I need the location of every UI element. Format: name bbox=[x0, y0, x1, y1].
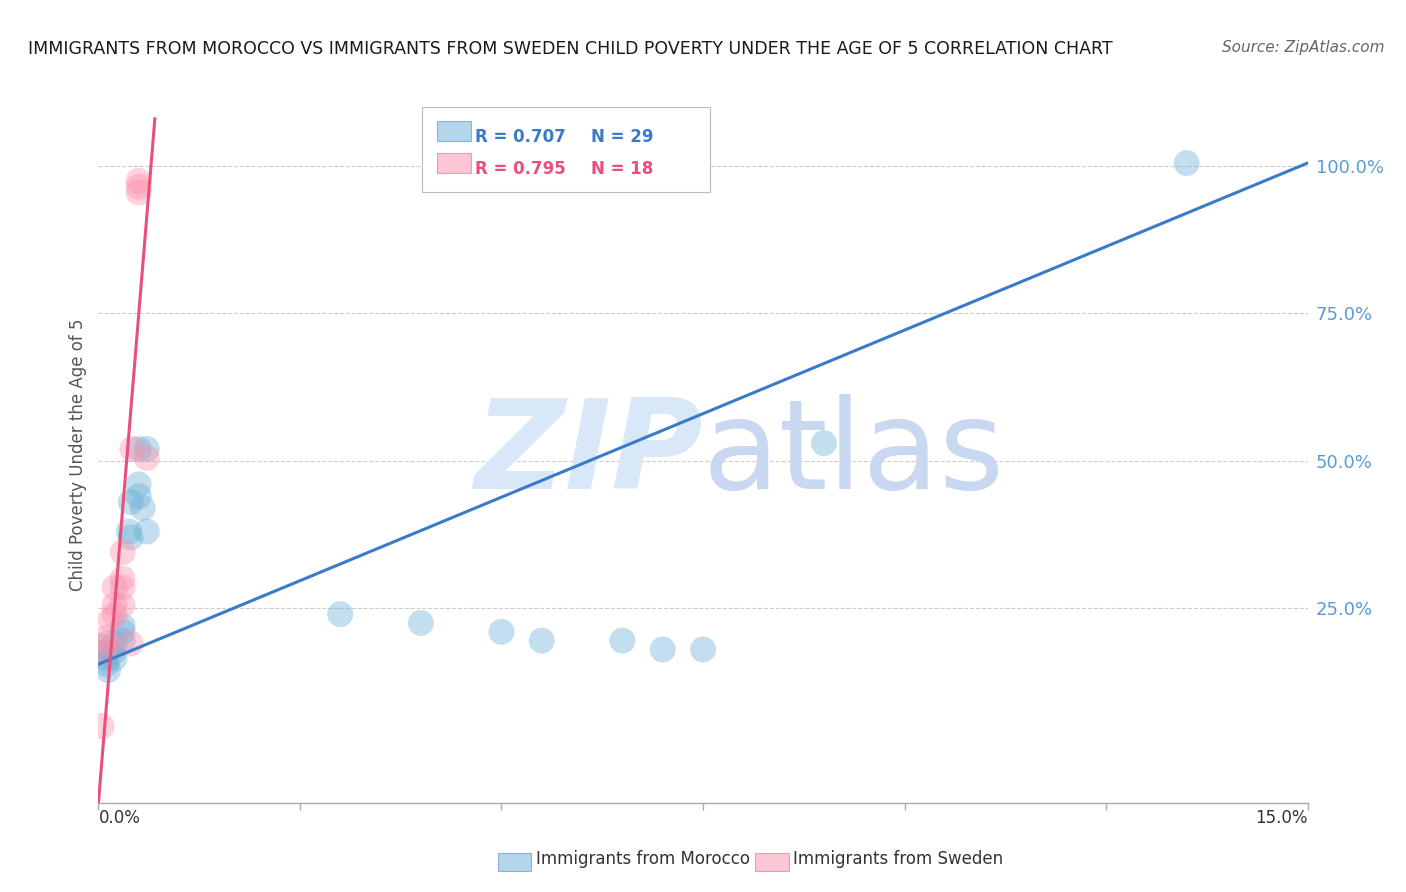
Point bbox=[1175, 156, 1198, 170]
Point bbox=[128, 174, 150, 188]
Text: Immigrants from Morocco: Immigrants from Morocco bbox=[536, 850, 749, 868]
Text: N = 18: N = 18 bbox=[591, 160, 652, 178]
Point bbox=[97, 663, 120, 677]
Text: IMMIGRANTS FROM MOROCCO VS IMMIGRANTS FROM SWEDEN CHILD POVERTY UNDER THE AGE OF: IMMIGRANTS FROM MOROCCO VS IMMIGRANTS FR… bbox=[28, 40, 1112, 58]
Point bbox=[96, 657, 118, 672]
Point bbox=[128, 186, 150, 200]
Point bbox=[103, 651, 125, 665]
Text: ZIP: ZIP bbox=[474, 394, 703, 516]
Point bbox=[692, 642, 714, 657]
Point bbox=[120, 495, 142, 509]
Point bbox=[135, 524, 157, 539]
Point bbox=[329, 607, 352, 621]
Text: Source: ZipAtlas.com: Source: ZipAtlas.com bbox=[1222, 40, 1385, 55]
Point bbox=[111, 619, 134, 633]
Point bbox=[128, 477, 150, 491]
Point bbox=[135, 450, 157, 465]
Point bbox=[409, 615, 432, 630]
Point bbox=[100, 613, 122, 627]
Text: R = 0.707: R = 0.707 bbox=[475, 128, 567, 145]
Point bbox=[813, 436, 835, 450]
Point bbox=[91, 640, 114, 654]
Point bbox=[103, 607, 125, 621]
Point bbox=[94, 645, 117, 659]
Point bbox=[491, 624, 513, 639]
Point bbox=[111, 624, 134, 639]
Point bbox=[120, 531, 142, 545]
Point bbox=[103, 637, 125, 651]
Point bbox=[101, 645, 124, 659]
Point bbox=[103, 599, 125, 613]
Point bbox=[90, 719, 112, 733]
Y-axis label: Child Poverty Under the Age of 5: Child Poverty Under the Age of 5 bbox=[69, 318, 87, 591]
Point bbox=[121, 442, 143, 456]
Point bbox=[96, 637, 118, 651]
Point bbox=[118, 524, 141, 539]
Point bbox=[128, 179, 150, 194]
Point bbox=[103, 581, 125, 595]
Point bbox=[96, 651, 118, 665]
Text: atlas: atlas bbox=[703, 394, 1005, 516]
Text: 0.0%: 0.0% bbox=[98, 809, 141, 827]
Text: Immigrants from Sweden: Immigrants from Sweden bbox=[793, 850, 1002, 868]
Text: R = 0.795: R = 0.795 bbox=[475, 160, 567, 178]
Point bbox=[132, 500, 155, 515]
Text: N = 29: N = 29 bbox=[591, 128, 652, 145]
Point bbox=[111, 545, 134, 559]
Point bbox=[530, 633, 553, 648]
Point bbox=[96, 631, 118, 645]
Point bbox=[135, 442, 157, 456]
Text: 15.0%: 15.0% bbox=[1256, 809, 1308, 827]
Point bbox=[128, 489, 150, 503]
Point bbox=[111, 633, 134, 648]
Point bbox=[111, 581, 134, 595]
Point bbox=[111, 599, 134, 613]
Point bbox=[111, 572, 134, 586]
Point bbox=[612, 633, 634, 648]
Point bbox=[651, 642, 673, 657]
Point bbox=[128, 442, 150, 456]
Point bbox=[120, 637, 142, 651]
Point bbox=[94, 645, 117, 659]
